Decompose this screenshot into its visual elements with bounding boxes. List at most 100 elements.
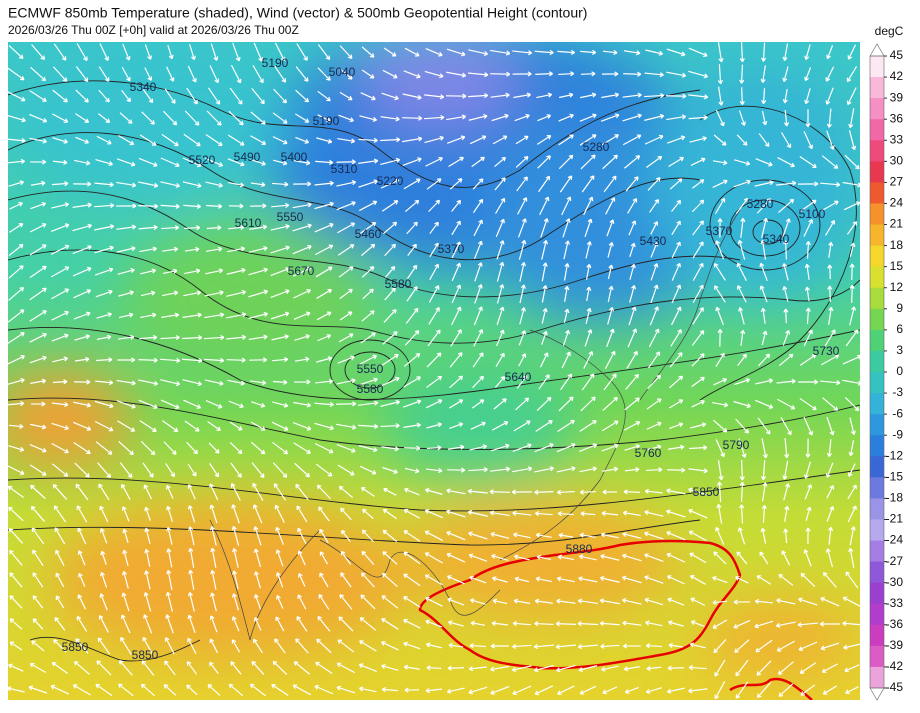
- wind-arrow: [251, 401, 266, 408]
- wind-arrow: [560, 373, 573, 391]
- wind-arrow: [558, 396, 574, 412]
- wind-arrow: [846, 66, 858, 83]
- wind-arrow: [296, 616, 308, 632]
- wind-arrow: [558, 92, 574, 99]
- wind-arrow: [759, 551, 769, 565]
- wind-arrow: [449, 178, 463, 190]
- wind-arrow: [117, 420, 136, 432]
- wind-arrow: [579, 113, 597, 122]
- wind-arrow: [534, 598, 553, 604]
- wind-arrow: [847, 463, 856, 477]
- wind-arrow: [99, 528, 108, 544]
- wind-arrow: [271, 334, 289, 341]
- wind-arrow: [845, 571, 859, 589]
- wind-arrow: [624, 421, 641, 431]
- wind-arrow: [184, 420, 200, 432]
- colorbar-segment: [870, 224, 884, 247]
- colorbar-segment: [870, 561, 884, 584]
- wind-arrow: [76, 505, 88, 523]
- wind-arrow: [358, 663, 377, 673]
- wind-arrow: [338, 114, 354, 123]
- wind-arrow: [317, 90, 331, 102]
- wind-arrow: [511, 665, 532, 673]
- wind-arrow: [518, 330, 527, 346]
- wind-arrow: [423, 114, 445, 121]
- wind-arrow: [76, 615, 88, 632]
- wind-arrow: [627, 198, 638, 214]
- wind-arrow: [209, 65, 220, 84]
- wind-arrow: [231, 525, 240, 546]
- wind-arrow: [209, 592, 217, 612]
- wind-arrow: [580, 396, 596, 412]
- wind-arrow: [426, 352, 442, 368]
- wind-arrow: [404, 445, 421, 451]
- wind-arrow: [821, 200, 839, 212]
- wind-arrow: [72, 202, 92, 208]
- wind-arrow: [166, 526, 173, 545]
- wind-arrow: [52, 89, 68, 103]
- wind-arrow: [538, 374, 550, 390]
- colorbar-tick-label: -45: [886, 680, 904, 694]
- wind-arrow: [209, 661, 219, 675]
- wind-arrow: [28, 685, 48, 694]
- wind-arrow: [116, 224, 137, 230]
- wind-arrow: [142, 462, 154, 478]
- wind-arrow: [317, 334, 332, 342]
- wind-arrow: [187, 463, 197, 477]
- wind-arrow: [340, 507, 352, 521]
- wind-arrow: [403, 596, 421, 608]
- wind-arrow: [30, 201, 47, 210]
- wind-arrow: [645, 49, 664, 56]
- wind-arrow: [601, 92, 620, 99]
- wind-arrow: [163, 441, 177, 455]
- wind-arrow: [804, 484, 813, 500]
- wind-arrow: [251, 462, 265, 478]
- wind-arrow: [404, 330, 420, 346]
- wind-arrow: [650, 242, 659, 258]
- wind-arrow: [32, 618, 44, 630]
- wind-arrow: [601, 420, 619, 432]
- wind-arrow: [844, 396, 860, 412]
- wind-arrow: [557, 419, 575, 433]
- wind-arrow: [52, 137, 68, 144]
- wind-arrow: [209, 504, 218, 524]
- wind-arrow: [383, 47, 397, 57]
- wind-arrow: [29, 265, 47, 279]
- wind-arrow: [9, 572, 23, 588]
- wind-arrow: [250, 441, 266, 455]
- wind-arrow: [717, 218, 723, 238]
- wind-arrow: [270, 224, 290, 231]
- wind-arrow: [473, 329, 484, 347]
- wind-arrow: [55, 595, 65, 609]
- wind-arrow: [563, 240, 570, 260]
- wind-arrow: [558, 532, 574, 538]
- wind-arrow: [162, 290, 179, 297]
- colorbar-segment: [870, 329, 884, 352]
- wind-arrow: [252, 482, 264, 501]
- wind-arrow: [622, 620, 642, 626]
- wind-arrow: [274, 504, 285, 524]
- wind-arrow: [472, 198, 484, 213]
- wind-arrow: [140, 290, 156, 297]
- wind-arrow: [469, 643, 487, 649]
- wind-arrow: [782, 460, 789, 480]
- wind-arrow: [534, 49, 554, 56]
- wind-arrow: [184, 225, 201, 231]
- wind-arrow: [231, 593, 239, 611]
- contour-label: 5550: [277, 210, 304, 224]
- wind-arrow: [8, 243, 24, 256]
- wind-arrow: [759, 262, 768, 281]
- wind-arrow: [166, 569, 173, 590]
- wind-arrow: [647, 351, 661, 369]
- wind-arrow: [491, 553, 509, 562]
- wind-arrow: [205, 246, 223, 252]
- colorbar-tick-label: 21: [890, 217, 904, 231]
- wind-arrow: [29, 90, 47, 102]
- wind-arrow: [294, 462, 310, 478]
- wind-arrow: [688, 530, 707, 542]
- wind-arrow: [754, 598, 773, 604]
- wind-arrow: [645, 643, 662, 649]
- wind-arrow: [31, 527, 45, 545]
- wind-arrow: [293, 288, 311, 299]
- 5880-contour: [418, 539, 742, 670]
